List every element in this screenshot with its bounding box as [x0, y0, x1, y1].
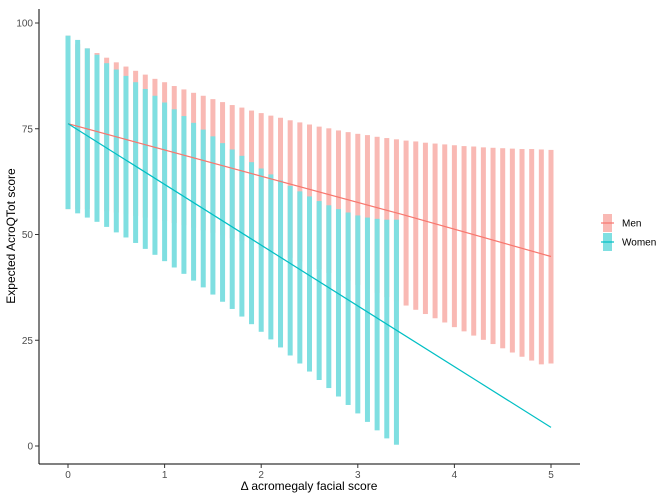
legend-key-women — [601, 233, 614, 251]
women-ci-bar-2 — [84, 48, 90, 218]
legend-key-men — [601, 214, 614, 232]
women-ci-bar-13 — [191, 122, 197, 281]
women-ci-bar-11 — [171, 109, 177, 268]
men-ci-bar-33 — [384, 138, 390, 298]
y-tick-label-50: 50 — [22, 230, 34, 241]
women-ci-bar-19 — [249, 162, 255, 325]
y-tick-label-25: 25 — [22, 336, 34, 347]
women-ci-bar-23 — [287, 185, 293, 356]
men-ci-bar-49 — [538, 149, 544, 365]
men-ci-bar-50 — [548, 149, 554, 364]
y-axis-title: Expected AcroQTot score — [4, 168, 18, 304]
women-ci-bar-12 — [181, 116, 187, 274]
x-tick-label-3: 3 — [355, 470, 361, 481]
legend-label-women: Women — [622, 238, 656, 249]
x-tick-label-0: 0 — [65, 470, 71, 481]
men-fit-line — [67, 123, 552, 258]
men-ci-bar-42 — [471, 146, 477, 336]
women-ci-bar-9 — [152, 95, 158, 255]
women-fit-line — [67, 123, 552, 428]
men-ci-bar-43 — [480, 147, 486, 340]
women-ci-bar-24 — [297, 191, 303, 364]
women-ci-bar-18 — [239, 155, 245, 317]
legend: Men Women — [601, 214, 656, 251]
women-ci-bar-17 — [229, 149, 235, 309]
men-ci-bar-39 — [442, 144, 448, 323]
x-tick-label-4: 4 — [452, 470, 458, 481]
women-confidence-band — [65, 35, 399, 445]
y-tick-label-75: 75 — [22, 124, 34, 135]
women-ci-bar-16 — [220, 143, 226, 302]
men-ci-bar-30 — [355, 133, 361, 285]
men-ci-bar-28 — [335, 130, 341, 277]
men-ci-bar-31 — [364, 135, 370, 289]
women-ci-bar-30 — [355, 215, 361, 414]
women-ci-bar-5 — [113, 69, 119, 233]
women-ci-bar-34 — [393, 219, 399, 445]
men-ci-bar-29 — [345, 132, 351, 281]
men-ci-bar-45 — [500, 148, 506, 349]
y-tick-label-100: 100 — [16, 19, 33, 30]
women-ci-bar-0 — [65, 35, 71, 210]
women-ci-bar-21 — [268, 174, 274, 340]
women-ci-bar-3 — [94, 54, 100, 222]
men-ci-bar-32 — [374, 136, 380, 293]
x-axis-title: Δ acromegaly facial score — [241, 479, 378, 493]
men-ci-bar-40 — [451, 145, 457, 328]
axes — [38, 9, 580, 465]
men-ci-bar-47 — [519, 149, 525, 357]
men-ci-bar-35 — [403, 140, 409, 306]
x-tick-label-5: 5 — [548, 470, 554, 481]
y-tick-label-0: 0 — [27, 442, 33, 453]
men-ci-bar-48 — [529, 149, 535, 361]
women-ci-bar-27 — [326, 205, 332, 389]
men-ci-bar-38 — [432, 143, 438, 319]
men-ci-bar-41 — [461, 146, 467, 332]
women-ci-bar-31 — [364, 217, 370, 422]
women-ci-bar-20 — [258, 168, 264, 332]
women-ci-bar-33 — [384, 219, 390, 439]
legend-label-men: Men — [622, 219, 641, 230]
men-ci-bar-27 — [326, 128, 332, 273]
women-ci-bar-22 — [278, 180, 284, 348]
women-ci-bar-7 — [133, 82, 139, 243]
women-ci-bar-25 — [307, 196, 312, 372]
women-ci-bar-32 — [374, 218, 380, 431]
men-ci-bar-36 — [413, 141, 419, 310]
men-ci-bar-25 — [307, 124, 312, 266]
women-ci-bar-4 — [104, 63, 110, 227]
x-tick-label-1: 1 — [162, 470, 168, 481]
men-ci-bar-26 — [316, 126, 322, 270]
women-ci-bar-26 — [316, 201, 322, 381]
women-ci-bar-8 — [142, 88, 148, 249]
men-ci-bar-46 — [509, 148, 515, 353]
fitted-lines — [67, 123, 552, 428]
women-ci-bar-28 — [335, 209, 341, 397]
women-ci-bar-10 — [162, 102, 168, 262]
women-ci-bar-29 — [345, 212, 351, 405]
men-ci-bar-37 — [422, 142, 428, 315]
x-tick-label-2: 2 — [258, 470, 264, 481]
women-ci-bar-6 — [123, 75, 129, 238]
men-ci-bar-44 — [490, 147, 496, 345]
